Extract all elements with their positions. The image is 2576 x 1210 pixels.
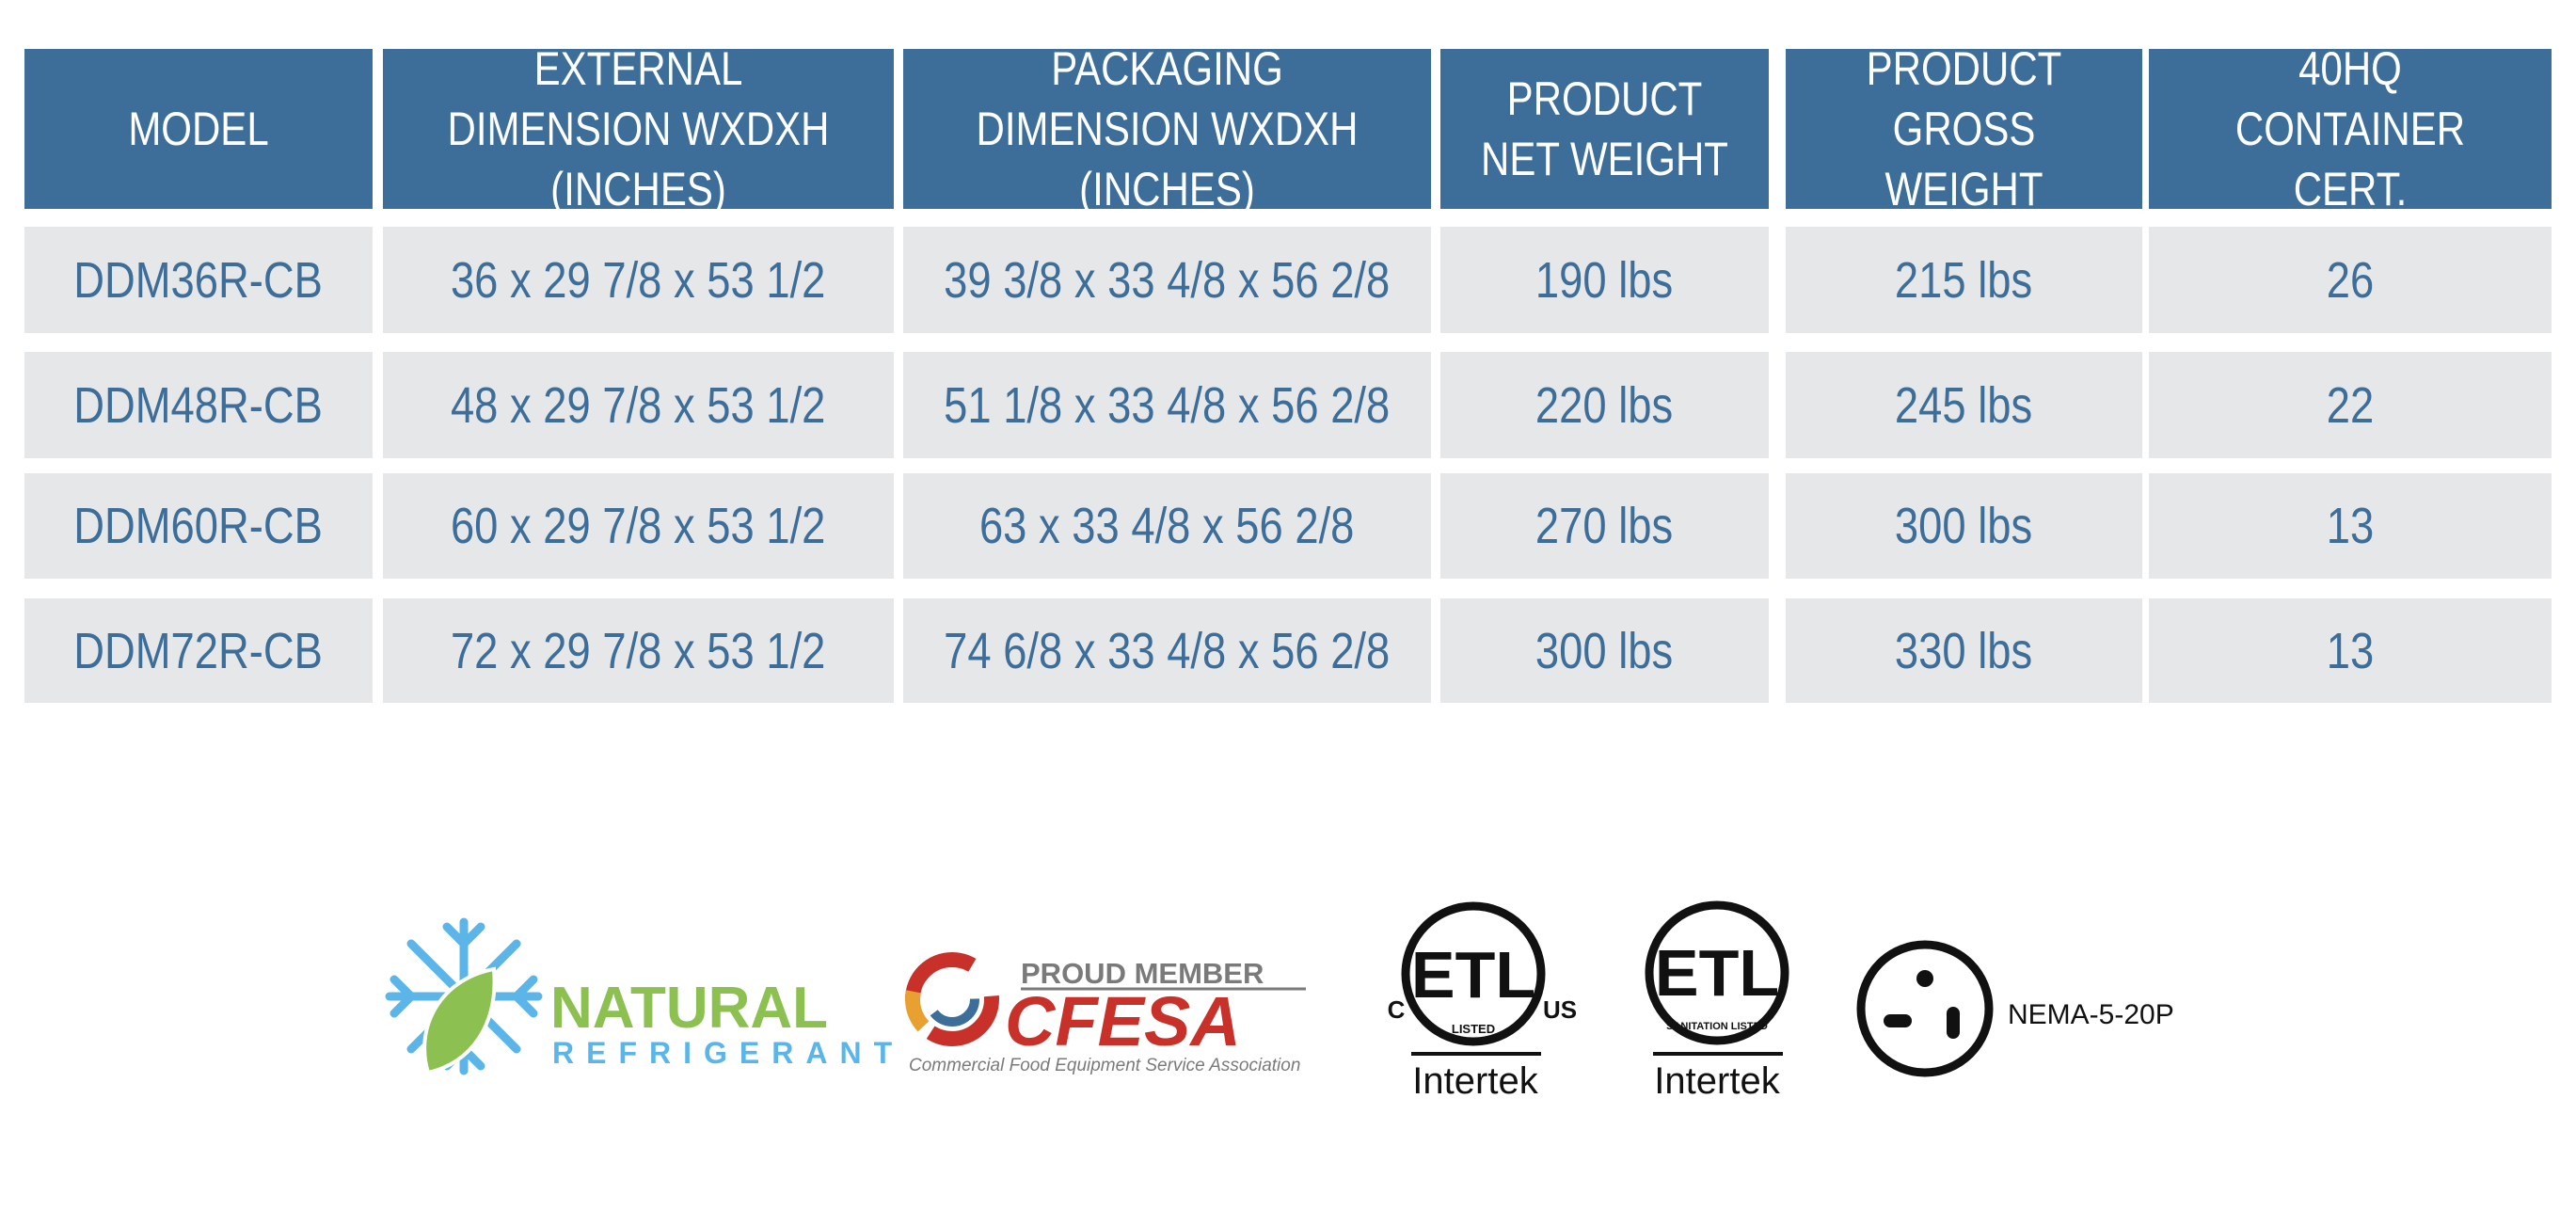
- cell-text: 74 6/8 x 33 4/8 x 56 2/8: [944, 622, 1391, 679]
- logo-text: NEMA-5-20P: [2008, 999, 2174, 1030]
- logo-text: C: [1388, 995, 1406, 1024]
- cell-text: DDM48R-CB: [73, 376, 324, 434]
- cell-text: DDM72R-CB: [73, 622, 324, 679]
- logo-text: ETL: [1411, 938, 1535, 1011]
- cell-text: 63 x 33 4/8 x 56 2/8: [979, 498, 1355, 554]
- logo-text: Commercial Food Equipment Service Associ…: [909, 1056, 1300, 1075]
- logo-text: ETL: [1655, 936, 1779, 1010]
- cell-text: 72 x 29 7/8 x 53 1/2: [451, 622, 826, 679]
- table-cell: 13: [2149, 598, 2552, 703]
- table-cell: 26: [2149, 227, 2552, 333]
- table-cell: 36 x 29 7/8 x 53 1/2: [383, 227, 894, 333]
- table-cell: 63 x 33 4/8 x 56 2/8: [903, 473, 1431, 579]
- table-cell: 300 lbs: [1786, 473, 2142, 579]
- etl-sanitation-logo: ETL SANITATION LISTED Intertek: [1645, 900, 1789, 1102]
- cell-text: 270 lbs: [1535, 498, 1674, 554]
- table-cell: 39 3/8 x 33 4/8 x 56 2/8: [903, 227, 1431, 333]
- header-cell: EXTERNAL DIMENSION WXDXH (INCHES): [383, 42, 894, 215]
- logo-text: Intertek: [1654, 1060, 1780, 1102]
- table-cell: 51 1/8 x 33 4/8 x 56 2/8: [903, 352, 1431, 458]
- logo-text: PROUD MEMBER: [1021, 957, 1264, 990]
- cell-text: 40HQ CONTAINER CERT.: [2234, 42, 2466, 215]
- header-cell: PRODUCT GROSS WEIGHT: [1786, 42, 2142, 215]
- logo-text: Intertek: [1412, 1060, 1538, 1102]
- logo-text: US: [1543, 995, 1577, 1024]
- etl-listed-logo: ETL LISTED C US Intertek: [1388, 901, 1577, 1102]
- cell-text: PRODUCT GROSS WEIGHT: [1866, 42, 2062, 215]
- natural-refrigerant-logo: NATURAL REFRIGERANT: [385, 917, 904, 1075]
- logo-text: SANITATION LISTED: [1666, 1021, 1768, 1032]
- table-cell: DDM48R-CB: [24, 352, 373, 458]
- table-cell: 190 lbs: [1440, 227, 1769, 333]
- table-cell: 72 x 29 7/8 x 53 1/2: [383, 598, 894, 703]
- cell-text: DDM60R-CB: [73, 498, 324, 554]
- header-cell: PACKAGING DIMENSION WXDXH (INCHES): [903, 42, 1431, 215]
- cell-text: 300 lbs: [1535, 622, 1674, 679]
- table-cell: 220 lbs: [1440, 352, 1769, 458]
- table-cell: 22: [2149, 352, 2552, 458]
- table-cell: 74 6/8 x 33 4/8 x 56 2/8: [903, 598, 1431, 703]
- table-cell: 245 lbs: [1786, 352, 2142, 458]
- cell-text: 51 1/8 x 33 4/8 x 56 2/8: [944, 376, 1391, 434]
- nema-logo: NEMA-5-20P: [1856, 940, 2174, 1077]
- table-cell: 48 x 29 7/8 x 53 1/2: [383, 352, 894, 458]
- cell-text: 245 lbs: [1895, 376, 2033, 434]
- table-cell: 60 x 29 7/8 x 53 1/2: [383, 473, 894, 579]
- cell-text: MODEL: [128, 103, 269, 155]
- cell-text: EXTERNAL DIMENSION WXDXH (INCHES): [447, 42, 830, 215]
- logo-text: NATURAL: [550, 976, 828, 1041]
- table-cell: 300 lbs: [1440, 598, 1769, 703]
- logo-text: CFESA: [1005, 982, 1241, 1060]
- cell-text: DDM36R-CB: [73, 251, 324, 309]
- cell-text: 36 x 29 7/8 x 53 1/2: [451, 251, 826, 309]
- logo-text: REFRIGERANT: [552, 1036, 904, 1070]
- cell-text: 300 lbs: [1895, 498, 2033, 554]
- cell-text: 190 lbs: [1535, 251, 1674, 309]
- table-cell: DDM72R-CB: [24, 598, 373, 703]
- logo-text: LISTED: [1452, 1022, 1495, 1036]
- cfesa-logo: PROUD MEMBER CFESA Commercial Food Equip…: [905, 952, 1306, 1075]
- table-cell: DDM60R-CB: [24, 473, 373, 579]
- cell-text: 22: [2326, 376, 2375, 434]
- table-cell: 330 lbs: [1786, 598, 2142, 703]
- table-cell: 215 lbs: [1786, 227, 2142, 333]
- table-cell: 270 lbs: [1440, 473, 1769, 579]
- cell-text: 26: [2326, 251, 2375, 309]
- cell-text: PACKAGING DIMENSION WXDXH (INCHES): [976, 42, 1359, 215]
- cell-text: 13: [2326, 622, 2375, 679]
- cell-text: 215 lbs: [1895, 251, 2033, 309]
- cell-text: 48 x 29 7/8 x 53 1/2: [451, 376, 826, 434]
- cell-text: 13: [2326, 498, 2375, 554]
- header-cell: PRODUCT NET WEIGHT: [1440, 49, 1769, 209]
- table-cell: DDM36R-CB: [24, 227, 373, 333]
- cell-text: 220 lbs: [1535, 376, 1674, 434]
- cell-text: 60 x 29 7/8 x 53 1/2: [451, 498, 826, 554]
- cell-text: 39 3/8 x 33 4/8 x 56 2/8: [944, 251, 1391, 309]
- header-cell: 40HQ CONTAINER CERT.: [2149, 42, 2552, 215]
- cell-text: 330 lbs: [1895, 622, 2033, 679]
- table-cell: 13: [2149, 473, 2552, 579]
- header-cell: MODEL: [24, 49, 373, 209]
- cell-text: PRODUCT NET WEIGHT: [1481, 72, 1728, 185]
